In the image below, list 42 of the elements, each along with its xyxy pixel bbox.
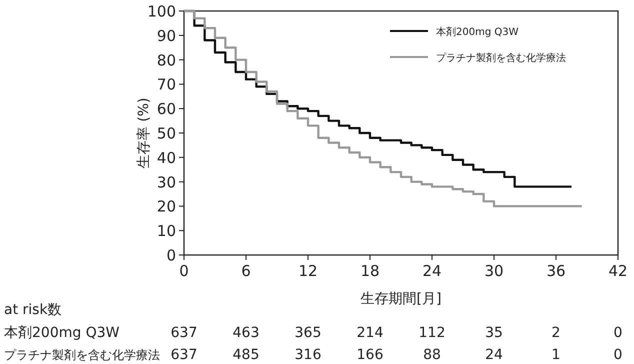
text: 35: [485, 325, 503, 341]
text: 0: [614, 325, 622, 341]
y-tick-label: 70: [156, 76, 176, 94]
x-tick-label: 6: [241, 262, 251, 280]
text: 637: [170, 347, 198, 363]
text: 88: [423, 347, 441, 363]
y-tick-label: 100: [147, 2, 176, 20]
text: 166: [356, 347, 384, 363]
text: 463: [232, 325, 260, 341]
text: 316: [294, 347, 322, 363]
y-tick-label: 50: [156, 124, 176, 142]
x-tick-label: 36: [546, 262, 566, 280]
x-tick-label: 42: [608, 262, 628, 280]
x-tick-label: 24: [422, 262, 442, 280]
y-tick-label: 30: [156, 173, 176, 192]
y-tick-label: 60: [156, 100, 176, 118]
text: 0: [614, 347, 622, 363]
x-tick-label: 18: [360, 262, 380, 280]
text: 2: [552, 325, 560, 341]
text: 24: [485, 347, 503, 363]
x-tick-label: 12: [298, 262, 318, 280]
text: at risk数: [4, 302, 62, 318]
y-tick-label: 90: [156, 26, 176, 45]
y-axis-title: 生存率 (%): [136, 98, 152, 168]
y-tick-label: 0: [166, 246, 176, 264]
legend-label: プラチナ製剤を含む化学療法: [436, 52, 566, 64]
legend-label: 本剤200mg Q3W: [436, 26, 519, 38]
text: 637: [170, 325, 198, 341]
y-tick-label: 10: [156, 222, 176, 240]
text: 本剤200mg Q3W: [4, 325, 120, 341]
x-axis-title: 生存期間[月]: [360, 291, 442, 307]
x-tick-label: 30: [484, 262, 504, 280]
x-tick-label: 0: [179, 262, 189, 280]
y-tick-label: 20: [156, 198, 176, 216]
text: 1: [552, 347, 560, 363]
y-tick-label: 80: [156, 51, 176, 70]
text: 112: [418, 325, 446, 341]
text: 365: [294, 325, 322, 341]
y-tick-label: 40: [156, 148, 176, 167]
text: 485: [232, 347, 260, 363]
text: 214: [356, 325, 384, 341]
text: プラチナ製剤を含む化学療法: [4, 348, 160, 362]
